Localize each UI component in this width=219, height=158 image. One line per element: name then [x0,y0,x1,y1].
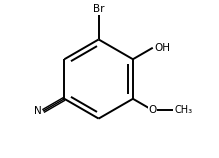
Text: Br: Br [93,4,104,14]
Text: O: O [149,105,157,115]
Text: N: N [34,106,41,116]
Text: CH₃: CH₃ [175,105,193,115]
Text: OH: OH [155,43,171,53]
